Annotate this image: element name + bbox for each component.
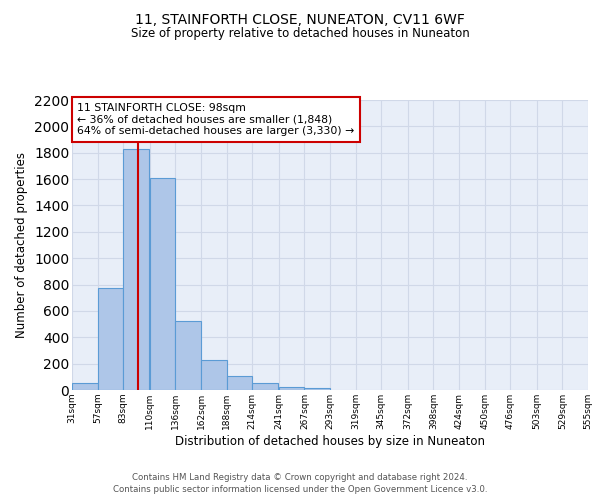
Bar [279, 386, 304, 390]
X-axis label: Distribution of detached houses by size in Nuneaton: Distribution of detached houses by size … [175, 434, 485, 448]
Text: Contains HM Land Registry data © Crown copyright and database right 2024.: Contains HM Land Registry data © Crown c… [132, 472, 468, 482]
Bar [201, 360, 227, 390]
Bar [72, 384, 98, 390]
Bar [252, 384, 278, 390]
Bar [98, 288, 123, 390]
Text: Contains public sector information licensed under the Open Government Licence v3: Contains public sector information licen… [113, 485, 487, 494]
Text: 11, STAINFORTH CLOSE, NUNEATON, CV11 6WF: 11, STAINFORTH CLOSE, NUNEATON, CV11 6WF [135, 12, 465, 26]
Y-axis label: Number of detached properties: Number of detached properties [16, 152, 28, 338]
Bar [123, 149, 149, 390]
Bar [175, 322, 201, 390]
Bar [227, 376, 252, 390]
Bar [150, 178, 175, 390]
Text: 11 STAINFORTH CLOSE: 98sqm
← 36% of detached houses are smaller (1,848)
64% of s: 11 STAINFORTH CLOSE: 98sqm ← 36% of deta… [77, 103, 355, 136]
Bar [304, 388, 330, 390]
Text: Size of property relative to detached houses in Nuneaton: Size of property relative to detached ho… [131, 28, 469, 40]
